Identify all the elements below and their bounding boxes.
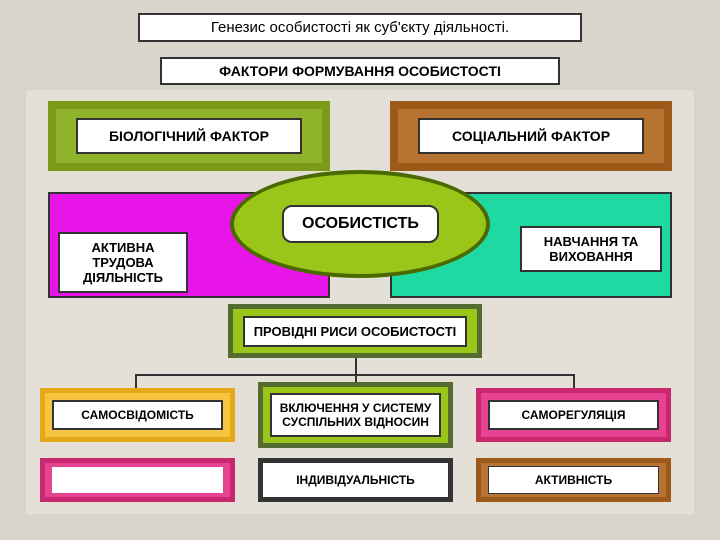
center-label: ОСОБИСТІСТЬ xyxy=(282,205,439,243)
bio-factor: БІОЛОГІЧНИЙ ФАКТОР xyxy=(48,101,330,171)
act-box: АКТИВНІСТЬ xyxy=(476,458,671,502)
act-label: АКТИВНІСТЬ xyxy=(488,466,658,494)
title-box: Генезис особистості як суб'єкту діяльнос… xyxy=(138,13,582,42)
reg-box: САМОРЕГУЛЯЦІЯ xyxy=(476,388,671,442)
conn-v-left xyxy=(135,374,137,388)
social-factor: СОЦІАЛЬНИЙ ФАКТОР xyxy=(390,101,672,171)
ind-box: ІНДИВІДУАЛЬНІСТЬ xyxy=(258,458,453,502)
reg-label: САМОРЕГУЛЯЦІЯ xyxy=(488,400,658,430)
self-label: САМОСВІДОМІСТЬ xyxy=(52,400,222,430)
incl-box: ВКЛЮЧЕННЯ У СИСТЕМУ СУСПІЛЬНИХ ВІДНОСИН xyxy=(258,382,453,448)
traits-label: ПРОВІДНІ РИСИ ОСОБИСТОСТІ xyxy=(243,316,467,347)
social-factor-label: СОЦІАЛЬНИЙ ФАКТОР xyxy=(418,118,644,154)
title-text: Генезис особистості як суб'єкту діяльнос… xyxy=(211,19,509,36)
traits-box: ПРОВІДНІ РИСИ ОСОБИСТОСТІ xyxy=(228,304,482,358)
ind-label: ІНДИВІДУАЛЬНІСТЬ xyxy=(270,467,440,493)
subtitle-text: ФАКТОРИ ФОРМУВАННЯ ОСОБИСТОСТІ xyxy=(219,63,501,79)
conn-v-right xyxy=(573,374,575,388)
conn-v1 xyxy=(355,358,357,374)
edu-label: НАВЧАННЯ ТА ВИХОВАННЯ xyxy=(520,226,662,272)
subtitle-box: ФАКТОРИ ФОРМУВАННЯ ОСОБИСТОСТІ xyxy=(160,57,560,85)
self-box: САМОСВІДОМІСТЬ xyxy=(40,388,235,442)
typ-label: ТИПОВІСТЬ xyxy=(52,467,222,493)
typ-box: ТИПОВІСТЬ xyxy=(40,458,235,502)
incl-label: ВКЛЮЧЕННЯ У СИСТЕМУ СУСПІЛЬНИХ ВІДНОСИН xyxy=(270,393,440,437)
bio-factor-label: БІОЛОГІЧНИЙ ФАКТОР xyxy=(76,118,302,154)
work-label: АКТИВНА ТРУДОВА ДІЯЛЬНІСТЬ xyxy=(58,232,188,293)
